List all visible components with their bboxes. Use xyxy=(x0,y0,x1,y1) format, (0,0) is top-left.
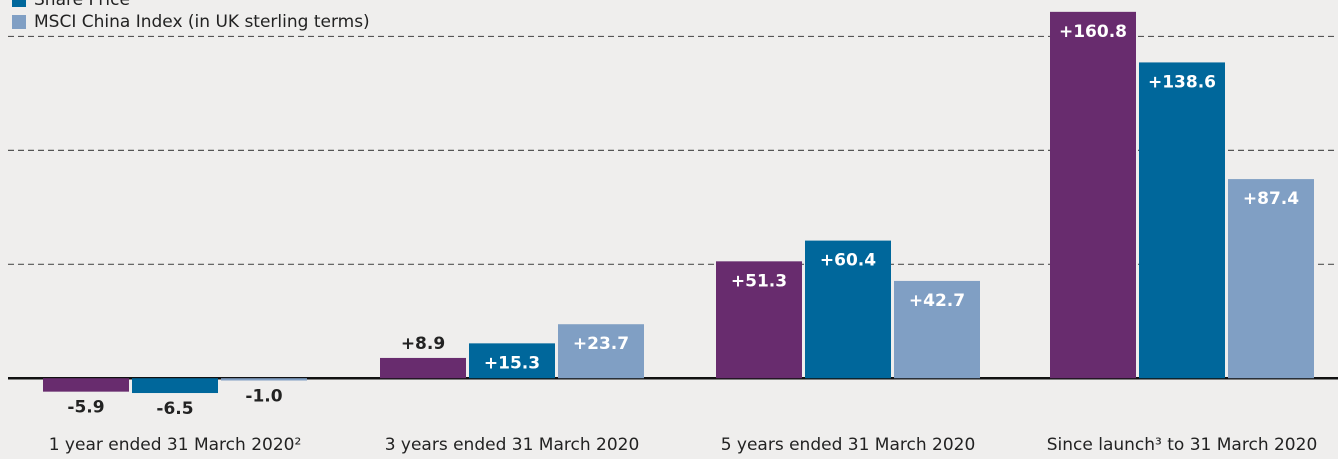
bar xyxy=(132,378,218,394)
bar xyxy=(380,357,466,379)
bar xyxy=(469,343,555,379)
value-label: +160.8 xyxy=(1059,22,1127,42)
value-label: -1.0 xyxy=(245,386,282,406)
bar xyxy=(1139,62,1225,379)
x-tick-label: Since launch³ to 31 March 2020 xyxy=(1047,435,1318,455)
bar xyxy=(894,280,980,379)
bar xyxy=(716,261,802,379)
x-tick-label: 3 years ended 31 March 2020 xyxy=(385,435,640,455)
legend-label: MSCI China Index (in UK sterling terms) xyxy=(34,12,370,32)
value-label: -6.5 xyxy=(156,399,193,419)
value-label: +138.6 xyxy=(1148,72,1216,92)
value-label: +23.7 xyxy=(573,334,629,354)
legend-bg xyxy=(8,11,378,33)
legend-label: Share Price xyxy=(34,0,130,10)
bar xyxy=(558,324,644,379)
bar xyxy=(43,378,129,392)
legend-bg xyxy=(8,0,138,11)
value-label: +60.4 xyxy=(820,251,876,271)
x-tick-label: 1 year ended 31 March 2020² xyxy=(49,435,302,455)
value-label: -5.9 xyxy=(67,398,104,418)
value-label: +87.4 xyxy=(1243,189,1299,209)
value-label: +15.3 xyxy=(484,353,540,373)
bar xyxy=(1050,11,1136,379)
legend-swatch xyxy=(12,15,26,29)
bar xyxy=(805,240,891,379)
bar xyxy=(221,378,307,381)
value-label: +42.7 xyxy=(909,291,965,311)
value-label: +8.9 xyxy=(401,334,445,354)
legend-swatch xyxy=(12,0,26,7)
value-label: +51.3 xyxy=(731,271,787,291)
bar xyxy=(1228,179,1314,379)
x-tick-label: 5 years ended 31 March 2020 xyxy=(721,435,976,455)
